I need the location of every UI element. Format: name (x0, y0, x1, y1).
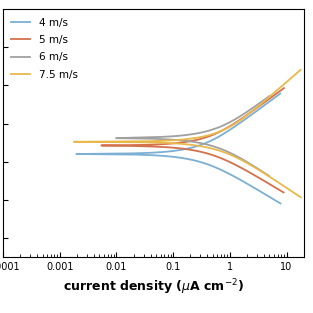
Line: 5 m/s: 5 m/s (101, 88, 284, 192)
X-axis label: current density ($\mu$A cm$^{-2}$): current density ($\mu$A cm$^{-2}$) (63, 277, 244, 297)
6 m/s (220, 147, 223, 151)
7.5 m/s (275, 89, 279, 92)
7.5 m/s (212, 132, 215, 136)
7.5 m/s (297, 194, 301, 198)
4 m/s (172, 149, 175, 153)
Legend: 4 m/s, 5 m/s, 6 m/s, 7.5 m/s: 4 m/s, 5 m/s, 6 m/s, 7.5 m/s (8, 15, 81, 83)
6 m/s (268, 94, 271, 98)
4 m/s (278, 92, 281, 96)
5 m/s (282, 191, 285, 194)
6 m/s (246, 110, 250, 113)
4 m/s (176, 148, 180, 152)
7.5 m/s (258, 169, 262, 172)
7.5 m/s (283, 81, 287, 85)
Line: 6 m/s: 6 m/s (116, 96, 269, 176)
4 m/s (253, 110, 256, 114)
5 m/s (269, 183, 272, 187)
Line: 7.5 m/s: 7.5 m/s (74, 70, 301, 197)
7.5 m/s (200, 135, 203, 139)
6 m/s (267, 174, 271, 178)
5 m/s (205, 135, 209, 139)
4 m/s (278, 92, 282, 95)
5 m/s (220, 129, 223, 133)
4 m/s (263, 192, 267, 196)
5 m/s (221, 157, 224, 161)
7.5 m/s (299, 68, 302, 72)
6 m/s (252, 164, 256, 168)
4 m/s (279, 202, 282, 205)
6 m/s (257, 167, 261, 171)
Line: 4 m/s: 4 m/s (76, 94, 280, 203)
4 m/s (251, 185, 254, 189)
5 m/s (282, 86, 286, 90)
5 m/s (100, 144, 103, 147)
6 m/s (245, 110, 249, 114)
7.5 m/s (299, 195, 303, 199)
6 m/s (225, 150, 229, 153)
5 m/s (228, 160, 231, 164)
